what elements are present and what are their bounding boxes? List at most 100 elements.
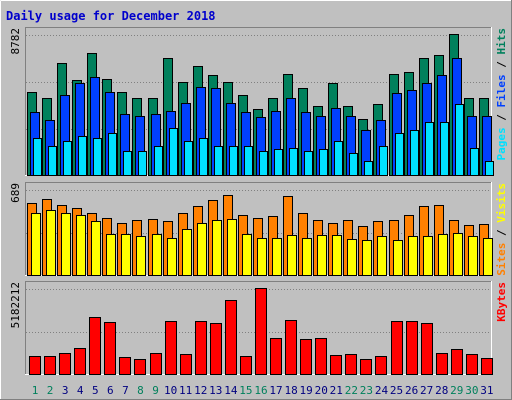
- bar-kbytes-day-23: [360, 359, 372, 375]
- bar-pages-day-22: [349, 153, 358, 176]
- bar-kbytes-day-10: [165, 321, 177, 375]
- bar-kbytes-day-29: [451, 349, 463, 375]
- bar-pages-day-12: [199, 138, 208, 176]
- bar-kbytes-day-5: [89, 317, 101, 375]
- bar-pages-day-2: [48, 146, 57, 176]
- x-tick-day-27: 27: [420, 384, 433, 397]
- bar-kbytes-day-26: [406, 321, 418, 375]
- x-tick-day-24: 24: [375, 384, 389, 397]
- bar-sites-day-27: [423, 236, 433, 276]
- bar-kbytes-day-20: [315, 338, 327, 375]
- bar-sites-day-17: [272, 238, 282, 276]
- bar-sites-day-18: [287, 235, 297, 276]
- bar-sites-day-31: [483, 238, 493, 276]
- bar-pages-day-8: [138, 151, 147, 176]
- legend-separator: /: [495, 55, 508, 75]
- x-tick-day-9: 9: [152, 384, 159, 397]
- x-tick-day-1: 1: [32, 384, 39, 397]
- x-tick-day-12: 12: [194, 384, 207, 397]
- legend-item-kbytes: KBytes: [495, 282, 508, 322]
- bar-sites-day-7: [121, 234, 131, 276]
- x-tick-day-20: 20: [315, 384, 328, 397]
- x-tick-day-19: 19: [300, 384, 313, 397]
- chart-title: Daily usage for December 2018: [6, 9, 216, 23]
- y-axis-max-label: 689: [9, 183, 22, 203]
- bar-pages-day-29: [455, 104, 464, 176]
- bar-sites-day-14: [227, 219, 237, 276]
- bar-kbytes-day-2: [44, 356, 56, 375]
- bar-sites-day-2: [46, 210, 56, 276]
- x-tick-day-28: 28: [435, 384, 448, 397]
- bar-sites-day-5: [91, 221, 101, 276]
- bar-pages-day-17: [274, 149, 283, 176]
- bar-sites-day-24: [377, 236, 387, 276]
- bar-kbytes-day-19: [300, 339, 312, 375]
- x-tick-day-25: 25: [390, 384, 403, 397]
- bar-pages-day-19: [304, 151, 313, 176]
- bar-pages-day-25: [395, 133, 404, 176]
- bar-pages-day-7: [123, 151, 132, 176]
- chart-panel-1: 8782 Pages / Files / Hits: [9, 27, 508, 176]
- bar-pages-day-28: [440, 122, 449, 176]
- x-tick-day-30: 30: [465, 384, 478, 397]
- x-tick-day-7: 7: [122, 384, 129, 397]
- bar-kbytes-day-28: [436, 353, 448, 375]
- bar-kbytes-day-22: [345, 354, 357, 375]
- bar-pages-day-15: [244, 146, 253, 176]
- x-tick-day-3: 3: [62, 384, 69, 397]
- legend-item-hits: Hits: [495, 28, 508, 55]
- bar-pages-day-6: [108, 133, 117, 176]
- bar-sites-day-22: [347, 239, 357, 276]
- y-axis-max-label: 5182212: [9, 282, 22, 328]
- bar-sites-day-30: [468, 236, 478, 276]
- x-tick-day-6: 6: [107, 384, 114, 397]
- bar-pages-day-23: [364, 161, 373, 176]
- bar-kbytes-day-17: [270, 338, 282, 375]
- x-tick-day-2: 2: [47, 384, 54, 397]
- bar-kbytes-day-30: [466, 354, 478, 375]
- bar-kbytes-day-6: [104, 322, 116, 375]
- x-tick-day-21: 21: [330, 384, 343, 397]
- x-tick-day-22: 22: [345, 384, 358, 397]
- bar-pages-day-3: [63, 141, 72, 176]
- legend: KBytes: [495, 282, 508, 322]
- bar-pages-day-11: [184, 141, 193, 176]
- x-axis-tick-labels: 1 2 3 4 5 6 7 8 9 10 11 12 13 14 15 16 17 18 19 20 21 22 23 24 2…: [32, 384, 494, 397]
- bar-sites-day-3: [61, 213, 71, 276]
- legend: Sites / Visits: [495, 183, 508, 276]
- bar-pages-day-1: [33, 138, 42, 176]
- x-tick-day-17: 17: [269, 384, 282, 397]
- chart-panel-2: 689 Sites / Visits: [9, 182, 508, 276]
- bar-kbytes-day-18: [285, 320, 297, 375]
- bar-kbytes-day-15: [240, 356, 252, 375]
- bar-sites-day-20: [317, 235, 327, 276]
- x-tick-day-4: 4: [77, 384, 84, 397]
- bar-sites-day-10: [167, 238, 177, 276]
- bar-kbytes-day-25: [391, 321, 403, 375]
- x-tick-day-14: 14: [224, 384, 238, 397]
- bar-pages-day-21: [334, 141, 343, 176]
- bar-kbytes-day-8: [134, 359, 146, 375]
- bar-sites-day-25: [393, 240, 403, 276]
- x-tick-day-26: 26: [405, 384, 418, 397]
- legend-item-sites: Sites: [495, 243, 508, 276]
- chart-panel-3: 5182212 KBytes: [9, 281, 508, 375]
- bar-sites-day-11: [182, 229, 192, 276]
- bar-sites-day-19: [302, 238, 312, 276]
- bar-sites-day-23: [362, 240, 372, 276]
- bar-sites-day-4: [76, 215, 86, 276]
- x-tick-day-23: 23: [360, 384, 373, 397]
- bar-sites-day-28: [438, 234, 448, 276]
- bar-sites-day-9: [152, 234, 162, 276]
- bar-kbytes-day-7: [119, 357, 131, 375]
- x-tick-day-8: 8: [137, 384, 144, 397]
- bar-sites-day-12: [197, 223, 207, 276]
- bar-pages-day-13: [214, 146, 223, 176]
- x-tick-day-15: 15: [239, 384, 252, 397]
- bar-sites-day-15: [242, 234, 252, 276]
- x-tick-day-5: 5: [92, 384, 99, 397]
- bar-pages-day-16: [259, 151, 268, 176]
- x-tick-day-31: 31: [480, 384, 493, 397]
- x-tick-day-29: 29: [450, 384, 463, 397]
- bar-kbytes-day-11: [180, 354, 192, 375]
